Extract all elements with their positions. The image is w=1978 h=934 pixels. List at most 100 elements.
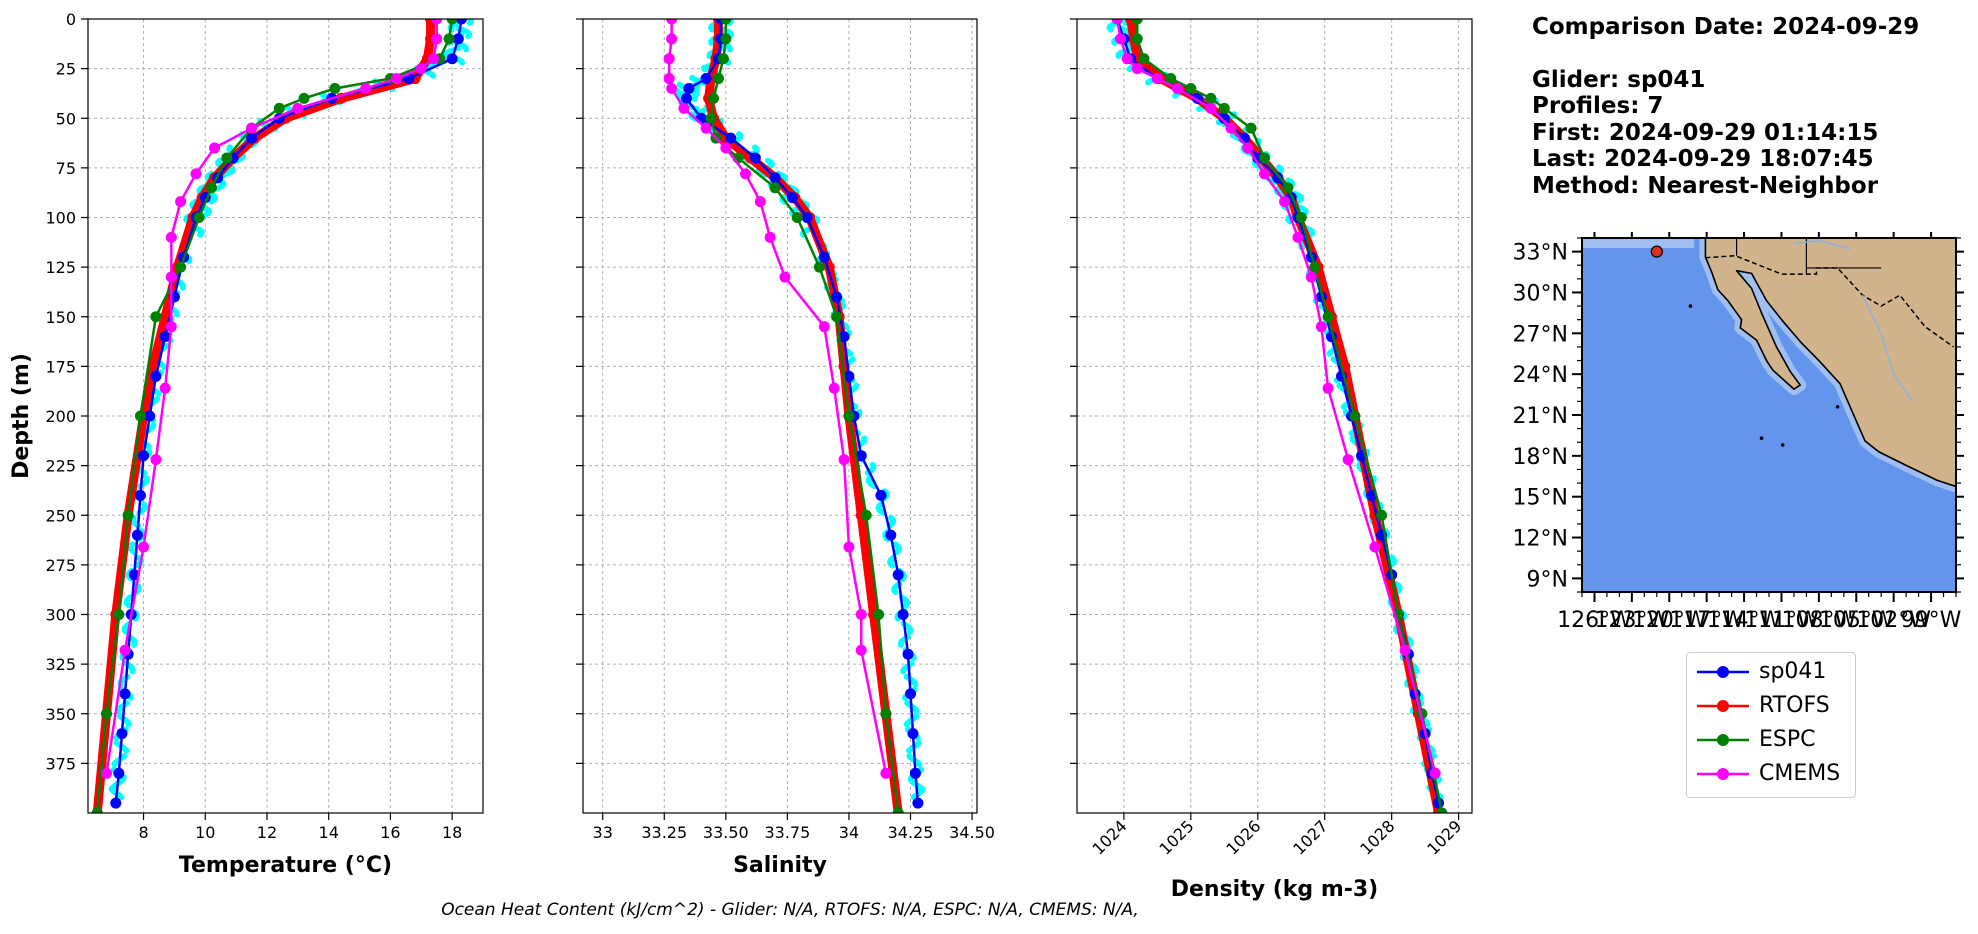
glider-raw-point: [458, 12, 464, 18]
glider-raw-point: [892, 589, 899, 596]
y-tick-label: 100: [45, 209, 76, 228]
series-point-sp041: [725, 132, 737, 144]
y-axis-label: Depth (m): [9, 353, 34, 479]
lon-tick-label: 126°W: [1557, 608, 1632, 633]
glider-raw-point: [691, 96, 698, 103]
y-tick-label: 125: [45, 258, 76, 277]
series-point-sp041: [838, 331, 850, 343]
lon-tick-label: 123°W: [1594, 608, 1669, 633]
legend-item-cmems: CMEMS: [1687, 757, 1855, 791]
x-tick-label: 33.25: [641, 823, 687, 842]
series-point-cmems: [428, 53, 440, 65]
series-point-sp041: [1218, 112, 1230, 124]
x-tick-label: 34.25: [888, 823, 934, 842]
glider-raw-point: [180, 284, 187, 291]
legend-label: RTOFS: [1759, 693, 1830, 718]
series-point-espc: [1218, 102, 1230, 114]
glider-raw-point: [155, 390, 162, 397]
series-point-espc: [1131, 33, 1143, 45]
lat-tick-label: 30°N: [1513, 281, 1568, 306]
lon-tick-label: 114°W: [1707, 608, 1782, 633]
glider-raw-point: [1145, 79, 1152, 86]
salinity-plot-area: [663, 12, 926, 813]
legend-item-sp041: sp041: [1687, 655, 1855, 689]
series-point-espc: [720, 33, 732, 45]
series-point-cmems: [779, 271, 791, 283]
series-point-espc: [122, 509, 134, 521]
y-tick-label: 50: [56, 109, 76, 128]
series-point-espc: [831, 311, 843, 323]
glider-raw-point: [907, 628, 914, 635]
lat-tick-label: 21°N: [1513, 404, 1568, 429]
series-point-espc: [1245, 122, 1257, 134]
glider-raw-point: [708, 39, 715, 46]
lat-tick-label: 27°N: [1513, 322, 1568, 347]
temperature-panel: 8 10 12 14 16 18 0 25 50 75 100 125 150 175 200 225 250 2…: [9, 10, 484, 878]
x-tick-label: 1024: [1088, 816, 1130, 858]
x-tick-label: 34: [839, 823, 859, 842]
series-point-cmems: [159, 382, 171, 394]
series-point-espc: [813, 261, 825, 273]
series-point-cmems: [764, 231, 776, 243]
series-point-espc: [1309, 261, 1321, 273]
series-point-sp041: [897, 609, 909, 620]
glider-raw-point: [130, 641, 137, 648]
series-point-cmems: [1342, 454, 1354, 466]
series-point-sp041: [446, 53, 458, 65]
density-x-axis-label: Density (kg m-3): [1171, 877, 1379, 902]
glider-raw-point: [843, 324, 850, 331]
series-point-cmems: [1242, 142, 1254, 154]
glider-raw-point: [118, 794, 125, 801]
x-tick-label: 10: [195, 823, 215, 842]
series-point-espc: [273, 102, 285, 114]
series-point-sp041: [801, 212, 813, 223]
series-point-sp041: [246, 132, 258, 144]
series-point-cmems: [165, 271, 177, 283]
glider-raw-point: [1114, 12, 1120, 18]
series-point-espc: [175, 261, 187, 273]
series-point-espc: [1258, 152, 1270, 164]
series-point-espc: [1349, 410, 1361, 422]
series-point-cmems: [1121, 53, 1133, 65]
lon-tick-label: 120°W: [1632, 608, 1707, 633]
series-point-sp041: [907, 728, 919, 740]
salinity-x-axis-label: Salinity: [733, 853, 827, 878]
glider-raw-point: [123, 747, 130, 754]
glider-raw-point: [145, 443, 152, 450]
series-point-cmems: [391, 73, 403, 85]
glider-raw-point: [1348, 430, 1355, 437]
series-point-espc: [708, 92, 720, 104]
series-point-cmems: [431, 19, 443, 25]
y-tick-label: 150: [45, 308, 76, 327]
series-point-espc: [705, 112, 717, 124]
lon-tick-label: 117°W: [1669, 608, 1744, 633]
glider-raw-point: [709, 26, 716, 33]
series-point-cmems: [1399, 644, 1411, 656]
series-point-cmems: [818, 321, 830, 333]
series-point-cmems: [1279, 196, 1291, 208]
series-point-cmems: [101, 767, 113, 779]
x-tick-label: 34.50: [949, 823, 995, 842]
series-point-espc: [1282, 182, 1294, 194]
series-point-espc: [720, 19, 732, 25]
series-point-cmems: [838, 454, 850, 466]
series-point-cmems: [165, 231, 177, 243]
series-point-cmems: [855, 644, 867, 656]
series-point-sp041: [1272, 172, 1284, 184]
glider-raw-point: [197, 231, 204, 238]
lat-tick-label: 15°N: [1513, 486, 1568, 511]
series-point-cmems: [1315, 321, 1327, 333]
glider-raw-point: [718, 12, 724, 18]
series-point-sp041: [110, 797, 122, 809]
series-point-cmems: [843, 541, 855, 553]
x-tick-label: 1026: [1222, 816, 1264, 858]
series-point-espc: [1436, 807, 1448, 813]
series-point-cmems: [292, 102, 304, 114]
glider-raw-point: [1126, 66, 1133, 73]
glider-raw-point: [903, 602, 910, 609]
series-line-sp041: [114, 19, 463, 804]
glider-position-marker: [1650, 245, 1663, 258]
series-point-sp041: [683, 82, 695, 94]
series-point-cmems: [663, 73, 675, 85]
river: [1793, 239, 1851, 250]
